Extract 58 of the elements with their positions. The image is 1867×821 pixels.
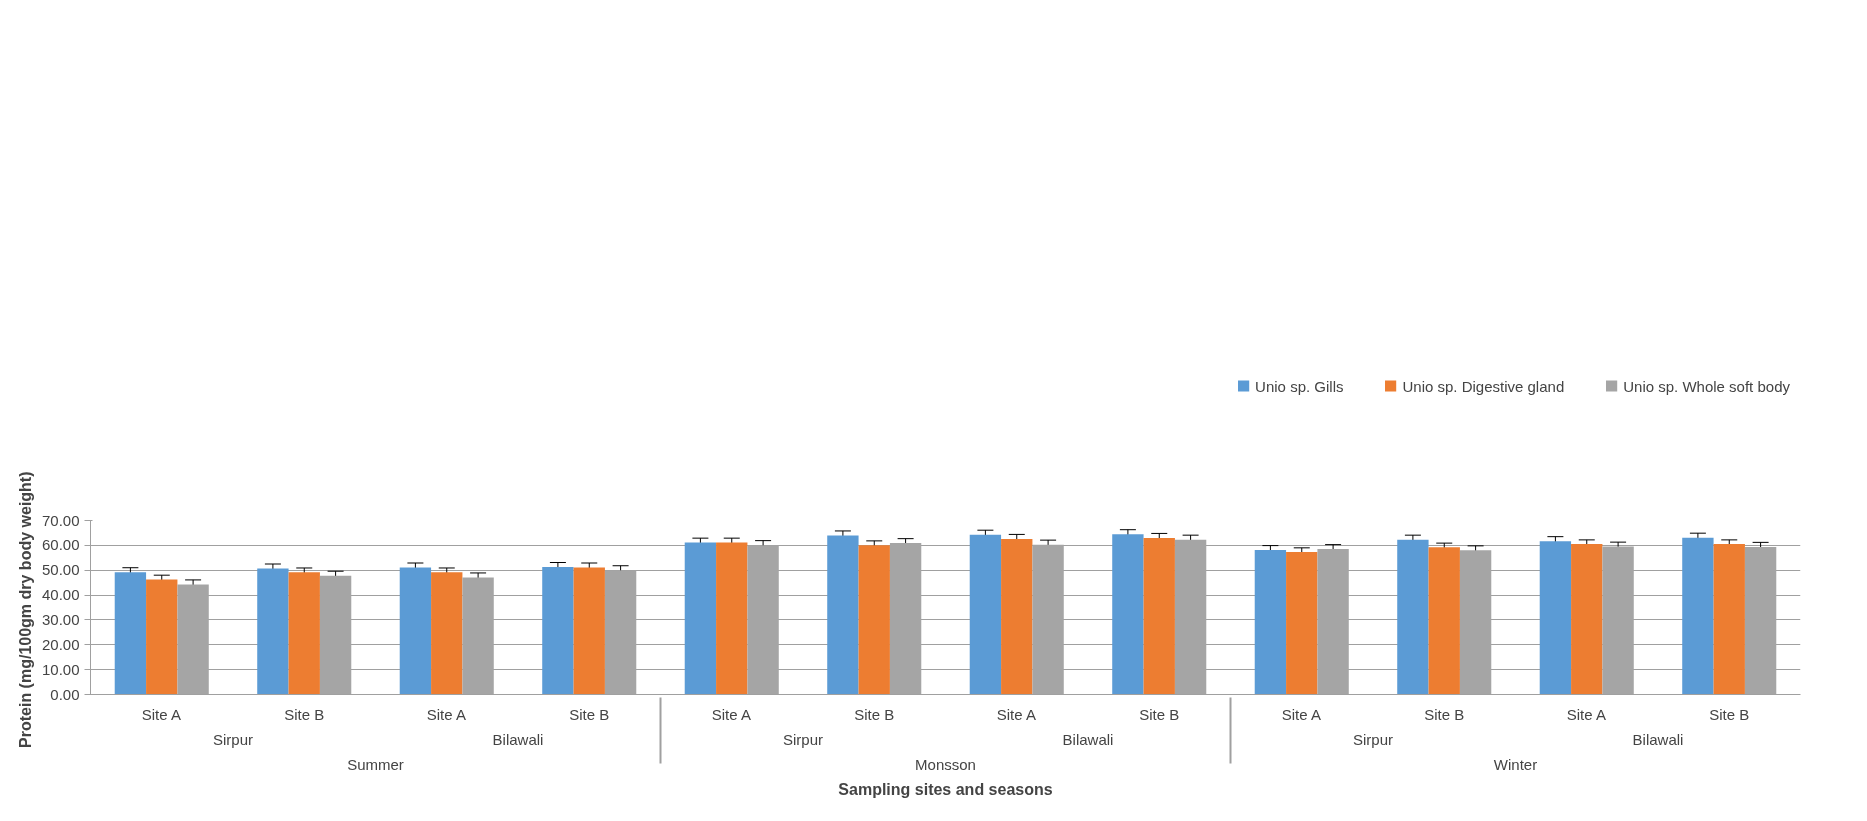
y-axis-title: Protein (mg/100gm dry body weight) — [16, 471, 34, 748]
bar — [1143, 537, 1175, 695]
bar — [431, 572, 463, 695]
y-tick-label: 60.00 — [41, 536, 80, 554]
text: Sirpur — [782, 730, 824, 748]
x-tick-label: Site A — [426, 705, 466, 723]
legend-label: Unio sp. Digestive gland — [1402, 377, 1565, 395]
y-tick-label: 10.00 — [41, 660, 80, 678]
y-tick-label: 70.00 — [41, 511, 80, 529]
bar — [1286, 552, 1318, 695]
x-tick-label: Site B — [1424, 705, 1465, 723]
bar — [288, 572, 320, 695]
x-tick-label: Site B — [1139, 705, 1180, 723]
bar — [399, 567, 432, 695]
bar — [1713, 544, 1745, 695]
bar — [858, 545, 890, 695]
x-tick-label: Site A — [711, 705, 751, 723]
bar — [257, 568, 289, 695]
x-tick-label: Site B — [569, 705, 610, 723]
bar — [684, 542, 717, 695]
x-tick-label: Site A — [141, 705, 181, 723]
x-tick-label: Site A — [1281, 705, 1321, 723]
bar — [969, 534, 1002, 695]
bar — [1682, 537, 1714, 695]
legend-label: Unio sp. Whole soft body — [1623, 377, 1790, 395]
x-tick-label: Site B — [854, 705, 895, 723]
bar — [1428, 547, 1460, 695]
x-tick-label: Site B — [1709, 705, 1750, 723]
text: Sirpur — [212, 730, 254, 748]
bar — [1539, 541, 1572, 695]
bar — [827, 535, 859, 695]
bar — [1112, 534, 1144, 695]
text: Summer — [347, 755, 404, 773]
x-tick-label: Site B — [284, 705, 325, 723]
x-axis-title: Sampling sites and seasons — [838, 780, 1053, 798]
bar — [542, 566, 574, 695]
y-tick-label: 0.00 — [50, 685, 80, 703]
y-tick-label: 50.00 — [41, 561, 80, 579]
y-tick-label: 20.00 — [41, 635, 80, 653]
legend-label: Unio sp. Gills — [1255, 377, 1344, 395]
bar — [1571, 544, 1603, 695]
text: Bilawali — [492, 730, 544, 748]
text: Bilawali — [1062, 730, 1114, 748]
bar — [1254, 550, 1287, 695]
x-tick-label: Site A — [1566, 705, 1606, 723]
x-tick-label: Site A — [996, 705, 1036, 723]
bar — [114, 572, 147, 695]
bar — [146, 579, 178, 695]
bar — [573, 567, 605, 695]
text: Winter — [1493, 755, 1538, 773]
text: Bilawali — [1632, 730, 1684, 748]
y-tick-label: 40.00 — [41, 586, 80, 604]
bar — [1001, 538, 1033, 695]
bar — [716, 542, 748, 695]
y-tick-label: 30.00 — [41, 610, 80, 628]
bar — [1397, 539, 1429, 695]
text: Sirpur — [1352, 730, 1394, 748]
text: Monsson — [915, 755, 976, 773]
